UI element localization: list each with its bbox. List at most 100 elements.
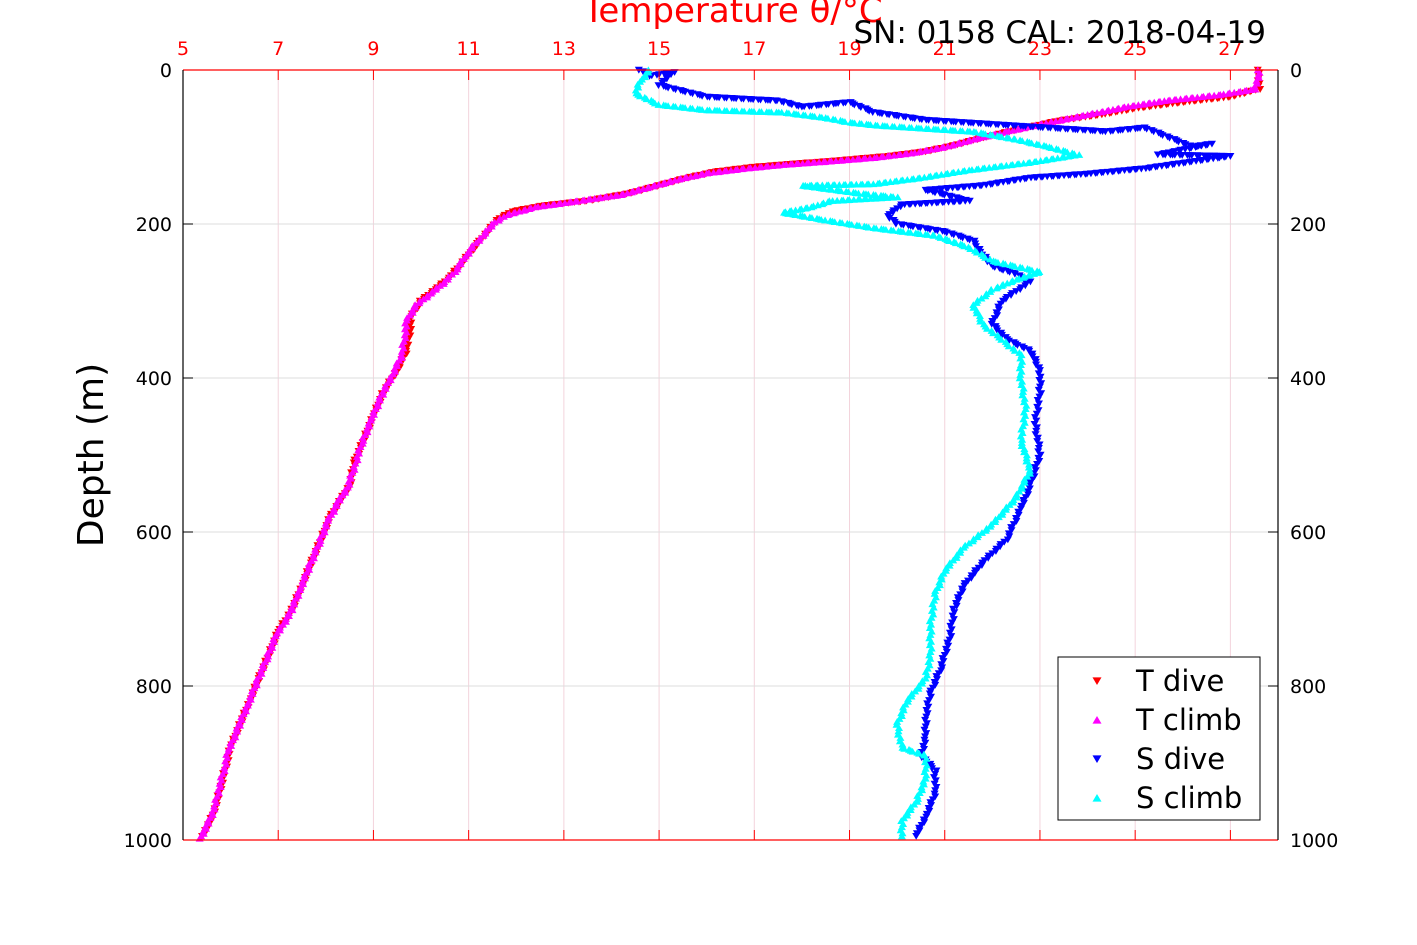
- axes: [182, 69, 1279, 841]
- data-point: [893, 718, 902, 725]
- data-point: [993, 327, 1002, 335]
- data-point: [642, 95, 651, 103]
- data-point: [936, 234, 945, 241]
- data-point: [976, 120, 985, 128]
- x-tick-label: 7: [272, 38, 284, 60]
- data-point: [968, 537, 977, 545]
- data-point: [392, 359, 401, 367]
- data-point: [1032, 417, 1041, 425]
- data-point: [864, 223, 873, 231]
- data-point: [945, 237, 954, 244]
- x-tick-label: 23: [1028, 38, 1052, 60]
- data-point: [935, 578, 944, 586]
- y-tick-label-right: 200: [1290, 214, 1326, 236]
- data-point: [224, 744, 233, 752]
- data-point: [1038, 124, 1047, 132]
- data-point: [917, 783, 926, 791]
- x-tick-label: 17: [742, 38, 766, 60]
- data-point: [386, 373, 395, 381]
- data-point: [844, 188, 853, 196]
- data-point: [1090, 127, 1099, 135]
- data-point: [248, 687, 257, 695]
- data-point: [1021, 282, 1030, 290]
- y-tick-label-right: 800: [1290, 676, 1326, 698]
- data-point: [237, 713, 246, 720]
- data-point: [888, 209, 897, 217]
- data-point: [937, 572, 946, 580]
- data-point: [850, 119, 859, 127]
- data-point: [1027, 139, 1036, 147]
- data-point: [256, 667, 265, 674]
- data-point: [898, 829, 907, 837]
- data-point: [373, 399, 382, 407]
- data-point: [791, 211, 800, 219]
- data-point: [919, 777, 928, 785]
- data-point: [988, 131, 997, 139]
- data-point: [1161, 151, 1170, 159]
- data-point: [986, 121, 995, 128]
- data-point: [1016, 286, 1025, 294]
- data-point: [924, 125, 933, 132]
- y-tick-label-left: 600: [136, 522, 172, 544]
- data-point: [893, 205, 902, 213]
- data-point: [210, 802, 219, 810]
- data-point: [475, 236, 484, 244]
- data-point: [959, 119, 968, 127]
- data-point: [1032, 427, 1041, 435]
- data-point: [810, 112, 819, 120]
- data-point: [451, 268, 460, 275]
- data-point: [1252, 76, 1261, 84]
- data-point: [1033, 438, 1042, 445]
- data-point: [1178, 152, 1187, 159]
- data-point: [993, 258, 1002, 266]
- data-point: [767, 108, 776, 116]
- data-point: [949, 605, 958, 613]
- data-point: [948, 612, 957, 620]
- data-point: [947, 626, 956, 634]
- data-point: [740, 107, 749, 115]
- chart-subtitle: SN: 0158 CAL: 2018-04-19: [854, 15, 1267, 51]
- data-point: [895, 724, 904, 731]
- data-point: [705, 93, 714, 101]
- data-point: [578, 196, 587, 204]
- data-point: [375, 393, 384, 401]
- data-point: [917, 124, 926, 132]
- data-point: [226, 739, 235, 746]
- data-point: [958, 127, 967, 135]
- data-point: [354, 446, 363, 454]
- data-point: [321, 519, 330, 527]
- legend: T dive T climb S dive S climb: [1057, 656, 1261, 821]
- x-tick-label: 21: [933, 38, 957, 60]
- y-tick-label-left: 200: [136, 214, 172, 236]
- data-point: [739, 95, 748, 103]
- data-point: [311, 545, 320, 553]
- data-point: [1010, 346, 1019, 354]
- data-point: [922, 771, 931, 779]
- data-point: [1108, 127, 1117, 135]
- data-point: [900, 123, 909, 131]
- data-point: [415, 299, 424, 307]
- data-point: [800, 103, 809, 111]
- data-point: [784, 210, 793, 217]
- data-point: [662, 75, 671, 83]
- data-point: [924, 117, 933, 124]
- data-point: [908, 747, 917, 755]
- data-point: [951, 118, 960, 126]
- data-point: [654, 101, 663, 108]
- data-point: [817, 101, 826, 109]
- data-point: [945, 629, 954, 637]
- data-point: [824, 101, 833, 108]
- y-tick-label-right: 400: [1290, 368, 1326, 390]
- y-axis-label: Depth (m): [71, 363, 112, 547]
- data-point: [756, 96, 765, 104]
- data-point: [931, 587, 940, 594]
- data-point: [821, 216, 830, 224]
- data-point: [364, 419, 373, 427]
- data-point: [777, 108, 786, 116]
- data-point: [950, 609, 959, 617]
- data-point: [304, 563, 313, 570]
- data-point: [997, 133, 1006, 141]
- data-point: [378, 387, 387, 395]
- data-point: [941, 118, 950, 125]
- data-point: [997, 331, 1006, 339]
